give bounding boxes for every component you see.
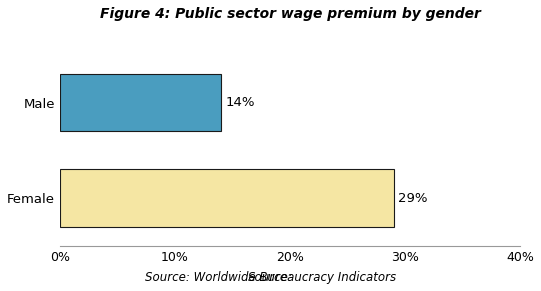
Bar (60, 74, 221, 131)
Text: 29%: 29% (398, 191, 427, 205)
Title: Figure 4: Public sector wage premium by gender: Figure 4: Public sector wage premium by … (100, 7, 480, 21)
Text: Source: Worldwide Bureaucracy Indicators: Source: Worldwide Bureaucracy Indicators (146, 271, 395, 284)
Text: Source: Worldwide Bureaucracy Indicators: Source: Worldwide Bureaucracy Indicators (145, 271, 396, 284)
Text: Source:: Source: (248, 271, 293, 284)
Text: 14%: 14% (226, 96, 255, 109)
Bar (60, 169, 393, 227)
